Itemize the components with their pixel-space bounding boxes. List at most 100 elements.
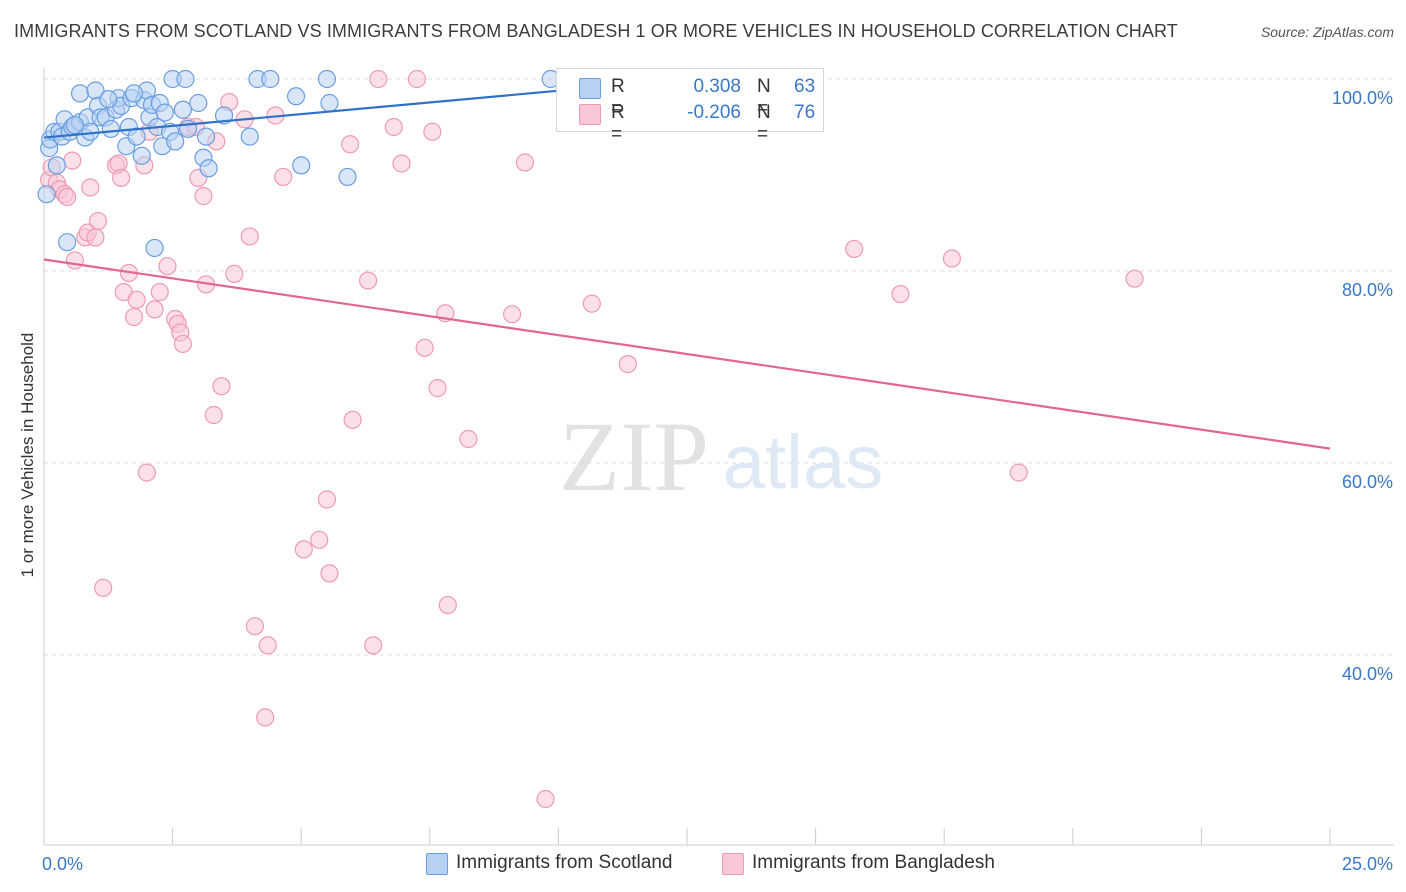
bangladesh-point bbox=[294, 540, 313, 559]
bangladesh-point bbox=[942, 249, 962, 268]
r-label: R = bbox=[611, 76, 625, 119]
correlation-legend: R = 0.308 N = 63 R = -0.206 N = 76 bbox=[556, 68, 824, 145]
n-label: N = bbox=[757, 76, 771, 119]
bangladesh-point bbox=[392, 154, 411, 173]
scotland-point bbox=[99, 90, 118, 109]
bangladesh-point bbox=[459, 429, 478, 449]
bangladesh-point bbox=[515, 153, 535, 172]
scotland-point bbox=[65, 115, 84, 135]
scotland-point bbox=[132, 146, 151, 165]
scotland-point bbox=[101, 119, 120, 139]
r-value: -0.206 bbox=[687, 102, 741, 123]
y-tick-label: 40.0% bbox=[1342, 664, 1393, 684]
bangladesh-point bbox=[415, 338, 434, 357]
bangladesh-point bbox=[225, 264, 244, 283]
legend-label: Immigrants from Scotland bbox=[456, 852, 673, 873]
chart-title: IMMIGRANTS FROM SCOTLAND VS IMMIGRANTS F… bbox=[14, 21, 1178, 41]
bangladesh-point bbox=[258, 636, 277, 655]
bangladesh-point bbox=[358, 271, 378, 290]
bangladesh-point bbox=[194, 187, 213, 206]
scotland-point bbox=[176, 69, 195, 89]
bangladesh-point bbox=[274, 167, 293, 187]
bangladesh-point bbox=[343, 410, 362, 429]
scotland-point bbox=[196, 127, 216, 146]
watermark: ZIP atlas bbox=[559, 401, 883, 512]
bangladesh-point bbox=[891, 284, 910, 304]
bangladesh-point bbox=[582, 294, 601, 313]
scotland-point bbox=[47, 156, 66, 175]
bangladesh-point bbox=[310, 530, 329, 549]
bangladesh-point bbox=[240, 227, 259, 246]
bangladesh-point bbox=[428, 379, 447, 398]
source-label: Source: ZipAtlas.com bbox=[1260, 24, 1394, 40]
scotland-point bbox=[338, 167, 357, 187]
bangladesh-point bbox=[88, 211, 108, 231]
bangladesh-point bbox=[438, 595, 457, 615]
scotland-point bbox=[145, 238, 164, 258]
bangladesh-point bbox=[81, 178, 100, 197]
scotland-swatch bbox=[579, 78, 601, 99]
bangladesh-point bbox=[158, 257, 177, 276]
bangladesh-point bbox=[63, 151, 82, 170]
y-tick-label: 80.0% bbox=[1342, 280, 1393, 300]
bangladesh-point bbox=[256, 708, 275, 727]
bangladesh-point bbox=[503, 305, 522, 324]
bangladesh-point bbox=[369, 69, 388, 89]
y-tick-label: 60.0% bbox=[1342, 472, 1393, 492]
trend-lines bbox=[43, 77, 1331, 450]
bangladesh-point bbox=[65, 251, 84, 270]
x-tick-label-max: 25.0% bbox=[1342, 854, 1393, 874]
scotland-point bbox=[261, 69, 280, 89]
bangladesh-point bbox=[112, 168, 131, 187]
bangladesh-point bbox=[127, 290, 146, 309]
bangladesh-point bbox=[137, 463, 156, 482]
n-label: N = bbox=[757, 102, 771, 145]
scotland-swatch bbox=[426, 853, 448, 875]
bangladesh-point bbox=[245, 617, 265, 636]
watermark-zip: ZIP bbox=[559, 401, 709, 512]
bangladesh-swatch bbox=[722, 853, 744, 875]
scotland-point bbox=[286, 87, 306, 106]
scotland-point bbox=[124, 84, 144, 103]
bangladesh-point bbox=[150, 283, 169, 302]
scotland-point bbox=[58, 233, 77, 252]
scotland-point bbox=[166, 132, 185, 151]
bangladesh-point bbox=[145, 300, 164, 319]
r-label: R = bbox=[611, 102, 625, 145]
x-tick-label-min: 0.0% bbox=[42, 854, 83, 874]
n-value: 76 bbox=[794, 102, 816, 123]
bangladesh-point bbox=[423, 122, 442, 141]
bangladesh-point bbox=[1125, 269, 1144, 288]
scotland-point bbox=[70, 84, 90, 103]
bangladesh-point bbox=[173, 334, 192, 354]
bangladesh-point bbox=[94, 578, 113, 597]
bangladesh-point bbox=[407, 69, 427, 89]
bangladesh-point bbox=[124, 307, 144, 327]
bangladesh-point bbox=[1009, 463, 1028, 482]
legend-label: Immigrants from Bangladesh bbox=[752, 852, 995, 873]
scotland-point bbox=[199, 159, 218, 178]
bangladesh-point bbox=[58, 187, 77, 207]
tick-labels: 40.0% 60.0% 80.0% 100.0% 0.0% 25.0% bbox=[42, 88, 1393, 874]
scotland-point bbox=[155, 103, 174, 122]
bangladesh-point bbox=[86, 228, 105, 247]
r-value: 0.308 bbox=[693, 76, 741, 97]
y-tick-label: 100.0% bbox=[1332, 88, 1393, 108]
scotland-point bbox=[240, 127, 259, 146]
axes bbox=[43, 68, 1394, 846]
scotland-point bbox=[189, 93, 208, 113]
bangladesh-point bbox=[536, 789, 555, 809]
bangladesh-point bbox=[340, 135, 360, 154]
scotland-point bbox=[292, 156, 311, 175]
watermark-atlas: atlas bbox=[723, 420, 884, 505]
bangladesh-point bbox=[320, 564, 339, 583]
bangladesh-point bbox=[845, 239, 864, 259]
bangladesh-point bbox=[364, 636, 383, 655]
scotland-point bbox=[320, 93, 339, 113]
bangladesh-point bbox=[317, 490, 337, 509]
bangladesh-trend-line bbox=[43, 258, 1331, 450]
n-value: 63 bbox=[794, 76, 816, 97]
bangladesh-point bbox=[618, 355, 637, 374]
scotland-point bbox=[173, 100, 192, 119]
